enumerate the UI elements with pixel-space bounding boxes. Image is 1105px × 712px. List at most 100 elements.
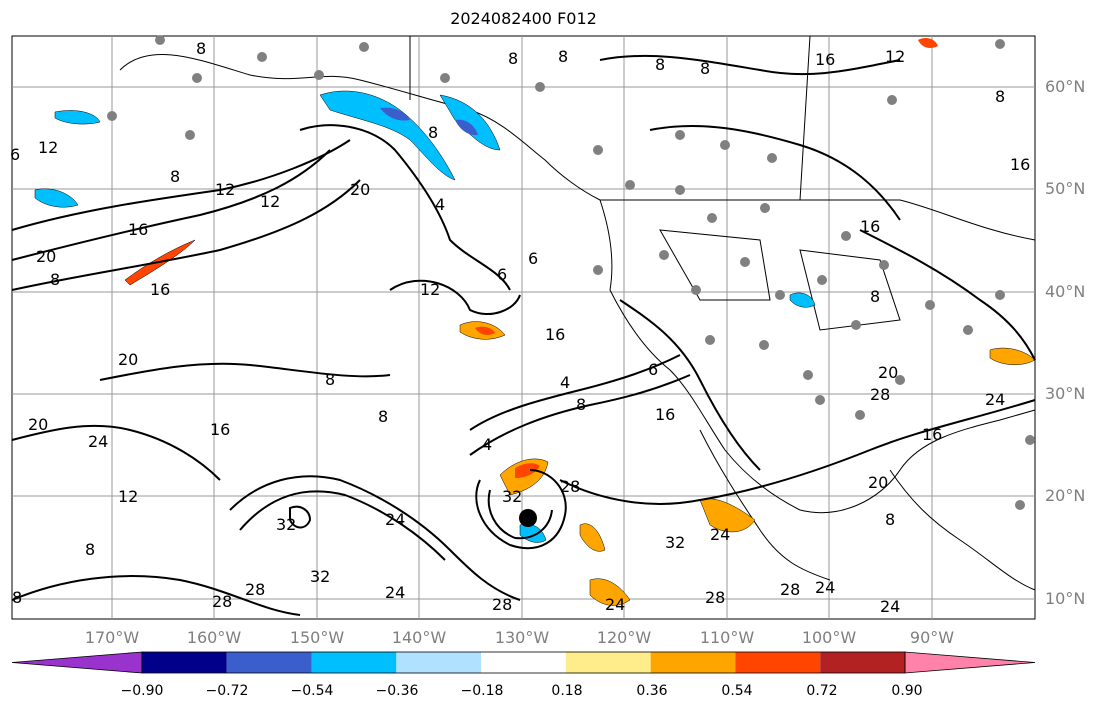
lon-label-160w: 160°W [186, 628, 242, 647]
station-dot [1025, 435, 1035, 445]
contour-label: 12 [38, 138, 58, 157]
contour-label: 24 [605, 595, 625, 614]
contour-line [559, 399, 1036, 505]
station-dot [775, 290, 785, 300]
lon-label-140w: 140°W [391, 628, 447, 647]
lon-label-100w: 100°W [801, 628, 857, 647]
shade-red-mid [475, 326, 495, 336]
contour-label: 8 [428, 123, 438, 142]
station-dot [185, 130, 195, 140]
station-dot [803, 370, 813, 380]
contour-line [289, 505, 312, 529]
colorbar-tick-label: −0.72 [205, 683, 249, 699]
contour-label: 8 [170, 167, 180, 186]
contour-label: 20 [878, 363, 898, 382]
station-dot [815, 395, 825, 405]
contour-label: 6 [10, 145, 20, 164]
contour-label: 8 [325, 370, 335, 389]
contour-line [469, 374, 691, 456]
contour-label: 24 [710, 525, 730, 544]
contour-label: 28 [212, 592, 232, 611]
contour-label: 4 [560, 373, 570, 392]
lat-label-60n: 60°N [1045, 77, 1086, 96]
lat-label-20n: 20°N [1045, 486, 1086, 505]
contour-label: 12 [420, 280, 440, 299]
shade-blue-west [54, 110, 101, 125]
contour-line [239, 490, 446, 561]
contour-label: 8 [870, 287, 880, 306]
contour-label: 8 [885, 510, 895, 529]
station-dots [107, 35, 1035, 510]
colorbar-tick-label: 0.90 [891, 683, 923, 699]
contour-label: 4 [482, 435, 492, 454]
contour-label: 24 [815, 578, 835, 597]
contour-label: 12 [118, 487, 138, 506]
station-dot [895, 375, 905, 385]
colorbar-tick-label: 0.54 [721, 683, 753, 699]
contour-label: 8 [995, 87, 1005, 106]
contour-label: 6 [528, 249, 538, 268]
contour-label: 24 [385, 510, 405, 529]
contour-line [299, 124, 511, 291]
station-dot [675, 130, 685, 140]
contour-line [649, 125, 901, 221]
shade-red-cyclone-north [515, 463, 540, 478]
station-dot [675, 185, 685, 195]
station-dot [155, 35, 165, 45]
station-dot [995, 39, 1005, 49]
contour-label: 8 [378, 407, 388, 426]
contour-line [11, 575, 301, 616]
station-dot [192, 73, 202, 83]
contour-label: 4 [435, 195, 445, 214]
contour-lines [11, 54, 1036, 616]
contour-label: 20 [28, 415, 48, 434]
contour-line [11, 139, 351, 231]
contour-label: 12 [260, 192, 280, 211]
shade-darkblue-gulf-alaska [380, 107, 410, 121]
contour-label: 24 [88, 432, 108, 451]
contour-label: 8 [12, 588, 22, 607]
shade-blue-west-2 [34, 188, 79, 208]
shade-red-northeast [918, 38, 938, 48]
contour-label: 32 [502, 487, 522, 506]
contour-label: 16 [860, 217, 880, 236]
contour-label: 16 [1010, 155, 1030, 174]
contour-line [11, 179, 361, 291]
colorbar-tick-label: −0.90 [120, 683, 164, 699]
station-dot [707, 213, 717, 223]
station-dot [359, 42, 369, 52]
station-dot [720, 140, 730, 150]
contour-line [469, 354, 681, 431]
contour-line [487, 489, 553, 540]
contour-label: 32 [310, 567, 330, 586]
contour-label: 8 [700, 59, 710, 78]
contour-label: 28 [705, 588, 725, 607]
colorbar-tick-label: 0.72 [806, 683, 838, 699]
station-dot [535, 82, 545, 92]
station-dot [740, 257, 750, 267]
shade-blue-cent-us [789, 292, 816, 308]
contour-label: 8 [508, 49, 518, 68]
station-dot [659, 250, 669, 260]
contour-line [11, 149, 331, 261]
contour-label: 16 [128, 220, 148, 239]
contour-label: 8 [196, 39, 206, 58]
colorbar-tick-label: 0.36 [636, 683, 668, 699]
contour-label: 20 [36, 247, 56, 266]
contour-line [475, 469, 567, 550]
contour-label: 8 [558, 47, 568, 66]
lon-label-150w: 150°W [289, 628, 345, 647]
lat-label-30n: 30°N [1045, 384, 1086, 403]
contour-line [11, 424, 221, 481]
shade-orange-south [589, 578, 631, 606]
contour-label: 28 [245, 580, 265, 599]
contour-line [859, 229, 1036, 361]
contour-line [229, 475, 521, 601]
lat-label-10n: 10°N [1045, 589, 1086, 608]
station-dot [855, 410, 865, 420]
lon-label-90w: 90°W [909, 628, 955, 647]
contour-label: 28 [780, 580, 800, 599]
contour-label: 16 [210, 420, 230, 439]
contour-label: 16 [815, 50, 835, 69]
